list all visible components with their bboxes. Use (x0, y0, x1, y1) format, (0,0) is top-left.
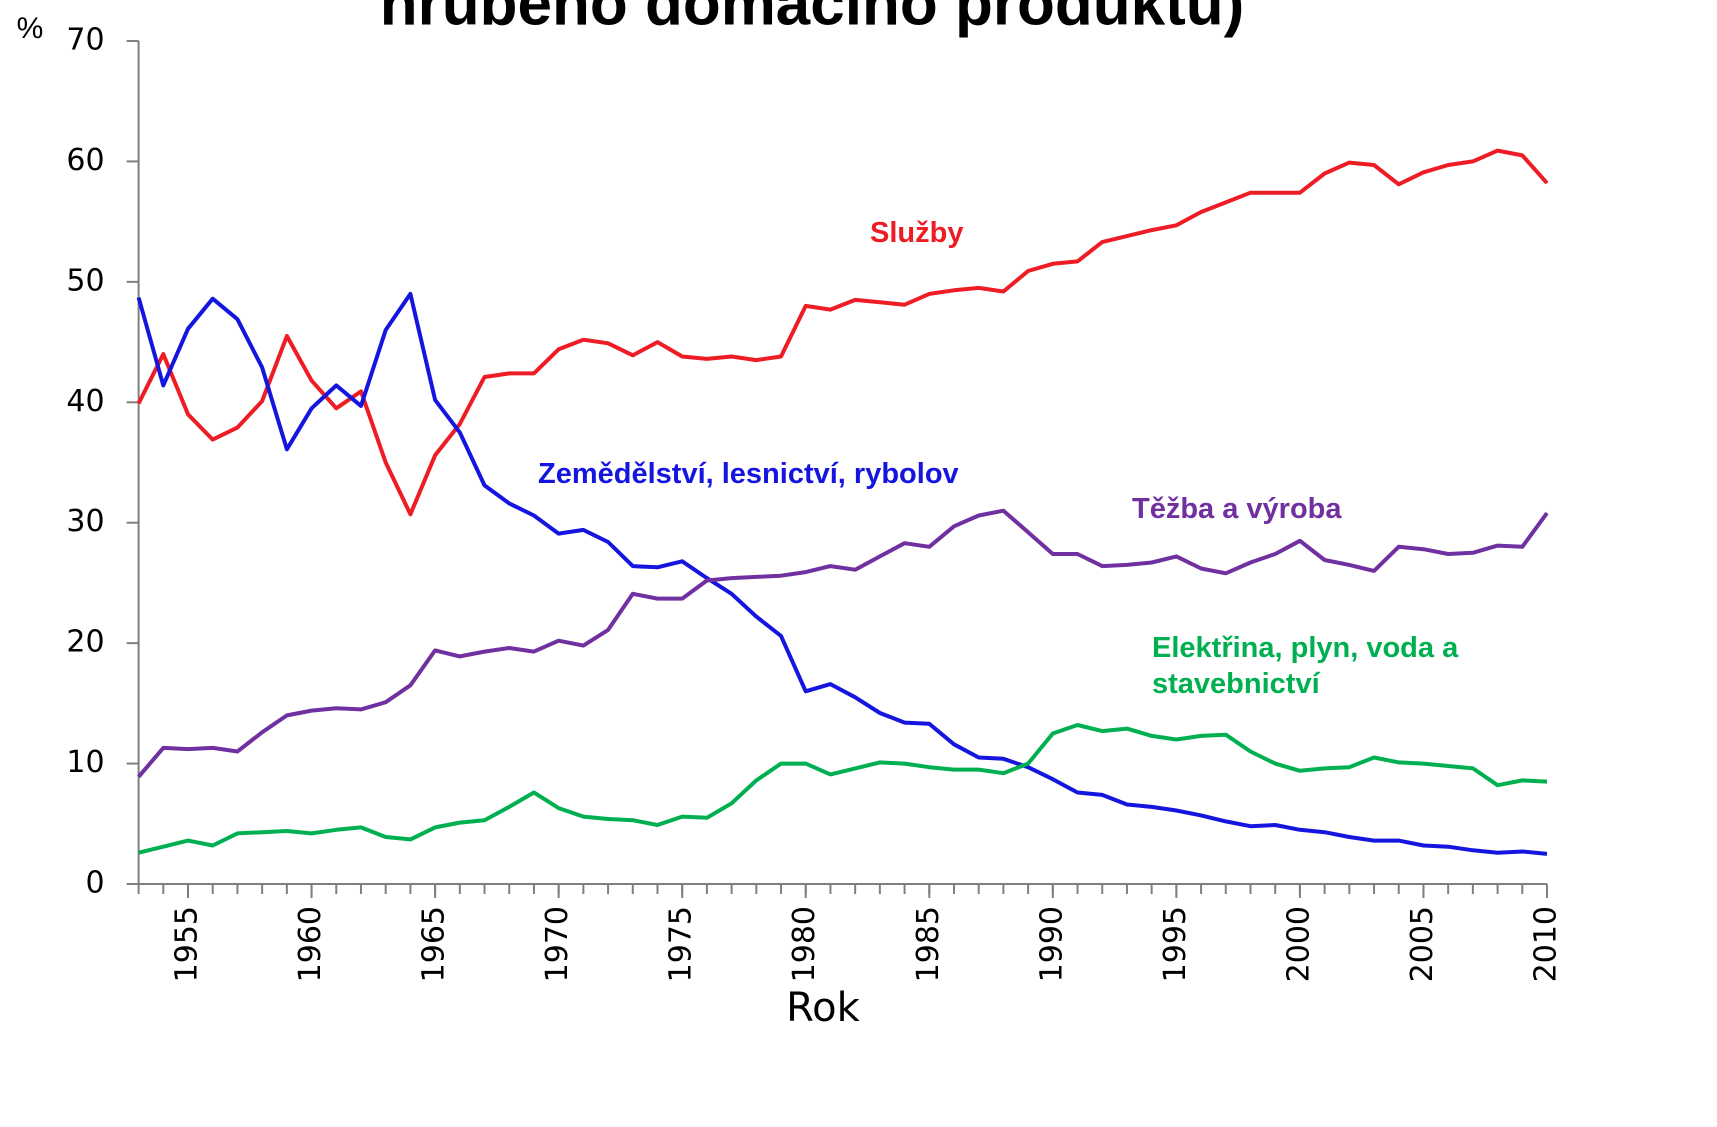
series-line (137, 508, 1549, 779)
x-tick-label: 1990 (1034, 906, 1069, 982)
y-tick-label: 20 (66, 625, 104, 660)
y-axis-label: % (17, 12, 44, 45)
series-line (138, 723, 1548, 855)
y-tick-label: 60 (66, 143, 104, 178)
series-label: Elektřina, plyn, voda a stavebnictví (1152, 632, 1459, 700)
x-tick-label: 1955 (170, 906, 205, 982)
x-tick-label: 1985 (911, 906, 946, 982)
y-tick-label: 70 (66, 23, 104, 58)
x-tick-label: 2010 (1529, 906, 1564, 982)
series-line (136, 148, 1549, 517)
series-line (136, 291, 1548, 856)
x-tick-label: 1970 (540, 906, 575, 982)
x-tick-label: 1965 (417, 906, 452, 982)
series-label: Služby (870, 217, 964, 249)
x-tick-label: 1980 (787, 906, 822, 982)
series-label: Zemědělství, lesnictví, rybolov (538, 458, 959, 490)
x-tick-label: 1960 (293, 906, 328, 982)
y-tick-label: 0 (86, 866, 105, 901)
x-tick-label: 1995 (1158, 906, 1193, 982)
y-tick-label: 40 (66, 384, 104, 419)
series-label: Těžba a výroba (1132, 493, 1342, 525)
x-axis-label: Rok (786, 985, 860, 1031)
x-tick-label: 2000 (1281, 906, 1316, 982)
x-tick-label: 1975 (664, 906, 699, 982)
x-tick-label: 2005 (1405, 906, 1440, 982)
y-tick-label: 10 (66, 745, 104, 780)
y-tick-label: 30 (66, 504, 104, 539)
chart-title: hrubého domácího produktu) (380, 0, 1245, 38)
y-tick-label: 50 (66, 263, 104, 298)
